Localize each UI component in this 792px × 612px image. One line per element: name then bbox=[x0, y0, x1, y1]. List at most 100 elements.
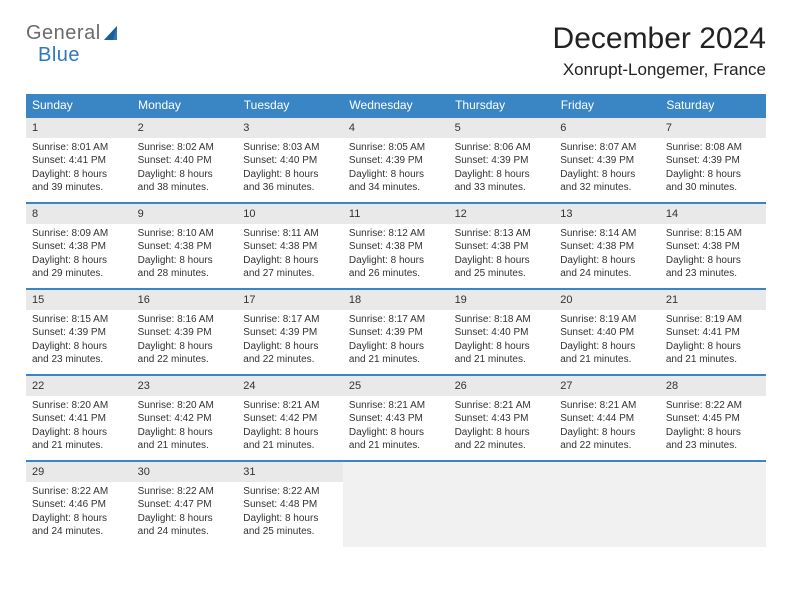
sunrise-text: Sunrise: 8:13 AM bbox=[455, 227, 549, 241]
sunrise-text: Sunrise: 8:15 AM bbox=[666, 227, 760, 241]
day-number: 17 bbox=[237, 290, 343, 310]
day-details: Sunrise: 8:11 AMSunset: 4:38 PMDaylight:… bbox=[237, 224, 343, 285]
day-details: Sunrise: 8:01 AMSunset: 4:41 PMDaylight:… bbox=[26, 138, 132, 199]
day-number: 22 bbox=[26, 376, 132, 396]
day-number: 10 bbox=[237, 204, 343, 224]
day-details: Sunrise: 8:13 AMSunset: 4:38 PMDaylight:… bbox=[449, 224, 555, 285]
day-number: 16 bbox=[132, 290, 238, 310]
daylight-text: Daylight: 8 hours and 25 minutes. bbox=[455, 254, 549, 281]
day-details: Sunrise: 8:19 AMSunset: 4:40 PMDaylight:… bbox=[554, 310, 660, 371]
day-details: Sunrise: 8:17 AMSunset: 4:39 PMDaylight:… bbox=[237, 310, 343, 371]
calendar-cell: 5Sunrise: 8:06 AMSunset: 4:39 PMDaylight… bbox=[449, 117, 555, 203]
day-number: 20 bbox=[554, 290, 660, 310]
sunset-text: Sunset: 4:39 PM bbox=[349, 154, 443, 168]
sunset-text: Sunset: 4:39 PM bbox=[138, 326, 232, 340]
daylight-text: Daylight: 8 hours and 22 minutes. bbox=[138, 340, 232, 367]
daylight-text: Daylight: 8 hours and 21 minutes. bbox=[138, 426, 232, 453]
calendar-cell: 3Sunrise: 8:03 AMSunset: 4:40 PMDaylight… bbox=[237, 117, 343, 203]
calendar-cell: 1Sunrise: 8:01 AMSunset: 4:41 PMDaylight… bbox=[26, 117, 132, 203]
daylight-text: Daylight: 8 hours and 25 minutes. bbox=[243, 512, 337, 539]
sunset-text: Sunset: 4:39 PM bbox=[32, 326, 126, 340]
day-details: Sunrise: 8:02 AMSunset: 4:40 PMDaylight:… bbox=[132, 138, 238, 199]
sunrise-text: Sunrise: 8:22 AM bbox=[666, 399, 760, 413]
calendar-cell: 7Sunrise: 8:08 AMSunset: 4:39 PMDaylight… bbox=[660, 117, 766, 203]
calendar-week-row: 22Sunrise: 8:20 AMSunset: 4:41 PMDayligh… bbox=[26, 375, 766, 461]
daylight-text: Daylight: 8 hours and 24 minutes. bbox=[138, 512, 232, 539]
sunset-text: Sunset: 4:47 PM bbox=[138, 498, 232, 512]
calendar-cell: 2Sunrise: 8:02 AMSunset: 4:40 PMDaylight… bbox=[132, 117, 238, 203]
sunset-text: Sunset: 4:42 PM bbox=[243, 412, 337, 426]
day-number: 7 bbox=[660, 118, 766, 138]
daylight-text: Daylight: 8 hours and 24 minutes. bbox=[32, 512, 126, 539]
sunset-text: Sunset: 4:38 PM bbox=[560, 240, 654, 254]
month-title: December 2024 bbox=[553, 22, 766, 56]
daylight-text: Daylight: 8 hours and 30 minutes. bbox=[666, 168, 760, 195]
day-details: Sunrise: 8:18 AMSunset: 4:40 PMDaylight:… bbox=[449, 310, 555, 371]
day-details: Sunrise: 8:16 AMSunset: 4:39 PMDaylight:… bbox=[132, 310, 238, 371]
calendar-cell-empty bbox=[449, 461, 555, 547]
calendar-cell: 30Sunrise: 8:22 AMSunset: 4:47 PMDayligh… bbox=[132, 461, 238, 547]
day-number: 29 bbox=[26, 462, 132, 482]
sunrise-text: Sunrise: 8:10 AM bbox=[138, 227, 232, 241]
calendar-cell: 9Sunrise: 8:10 AMSunset: 4:38 PMDaylight… bbox=[132, 203, 238, 289]
calendar-week-row: 8Sunrise: 8:09 AMSunset: 4:38 PMDaylight… bbox=[26, 203, 766, 289]
day-details: Sunrise: 8:21 AMSunset: 4:43 PMDaylight:… bbox=[449, 396, 555, 457]
daylight-text: Daylight: 8 hours and 24 minutes. bbox=[560, 254, 654, 281]
daylight-text: Daylight: 8 hours and 29 minutes. bbox=[32, 254, 126, 281]
sunset-text: Sunset: 4:41 PM bbox=[32, 154, 126, 168]
sunset-text: Sunset: 4:40 PM bbox=[455, 326, 549, 340]
sunrise-text: Sunrise: 8:03 AM bbox=[243, 141, 337, 155]
daylight-text: Daylight: 8 hours and 21 minutes. bbox=[455, 340, 549, 367]
day-details: Sunrise: 8:15 AMSunset: 4:38 PMDaylight:… bbox=[660, 224, 766, 285]
page-header: General December 2024 Xonrupt-Longemer, … bbox=[26, 22, 766, 80]
calendar-table: SundayMondayTuesdayWednesdayThursdayFrid… bbox=[26, 94, 766, 547]
daylight-text: Daylight: 8 hours and 23 minutes. bbox=[32, 340, 126, 367]
sunset-text: Sunset: 4:40 PM bbox=[560, 326, 654, 340]
day-details: Sunrise: 8:05 AMSunset: 4:39 PMDaylight:… bbox=[343, 138, 449, 199]
sunrise-text: Sunrise: 8:07 AM bbox=[560, 141, 654, 155]
daylight-text: Daylight: 8 hours and 21 minutes. bbox=[560, 340, 654, 367]
day-number: 15 bbox=[26, 290, 132, 310]
day-number: 14 bbox=[660, 204, 766, 224]
day-number: 28 bbox=[660, 376, 766, 396]
calendar-cell: 26Sunrise: 8:21 AMSunset: 4:43 PMDayligh… bbox=[449, 375, 555, 461]
calendar-cell: 10Sunrise: 8:11 AMSunset: 4:38 PMDayligh… bbox=[237, 203, 343, 289]
location-subtitle: Xonrupt-Longemer, France bbox=[553, 60, 766, 80]
day-details: Sunrise: 8:09 AMSunset: 4:38 PMDaylight:… bbox=[26, 224, 132, 285]
daylight-text: Daylight: 8 hours and 33 minutes. bbox=[455, 168, 549, 195]
day-number: 6 bbox=[554, 118, 660, 138]
day-number: 26 bbox=[449, 376, 555, 396]
sunset-text: Sunset: 4:46 PM bbox=[32, 498, 126, 512]
calendar-week-row: 29Sunrise: 8:22 AMSunset: 4:46 PMDayligh… bbox=[26, 461, 766, 547]
calendar-cell: 28Sunrise: 8:22 AMSunset: 4:45 PMDayligh… bbox=[660, 375, 766, 461]
calendar-week-row: 15Sunrise: 8:15 AMSunset: 4:39 PMDayligh… bbox=[26, 289, 766, 375]
calendar-cell: 4Sunrise: 8:05 AMSunset: 4:39 PMDaylight… bbox=[343, 117, 449, 203]
sunrise-text: Sunrise: 8:18 AM bbox=[455, 313, 549, 327]
calendar-week-row: 1Sunrise: 8:01 AMSunset: 4:41 PMDaylight… bbox=[26, 117, 766, 203]
sunrise-text: Sunrise: 8:06 AM bbox=[455, 141, 549, 155]
calendar-cell: 18Sunrise: 8:17 AMSunset: 4:39 PMDayligh… bbox=[343, 289, 449, 375]
weekday-header: Friday bbox=[554, 94, 660, 117]
day-number: 9 bbox=[132, 204, 238, 224]
sunset-text: Sunset: 4:40 PM bbox=[138, 154, 232, 168]
day-number: 24 bbox=[237, 376, 343, 396]
daylight-text: Daylight: 8 hours and 28 minutes. bbox=[138, 254, 232, 281]
logo-text-1: General bbox=[26, 22, 101, 45]
daylight-text: Daylight: 8 hours and 22 minutes. bbox=[243, 340, 337, 367]
sunrise-text: Sunrise: 8:22 AM bbox=[138, 485, 232, 499]
day-details: Sunrise: 8:21 AMSunset: 4:43 PMDaylight:… bbox=[343, 396, 449, 457]
sunset-text: Sunset: 4:39 PM bbox=[243, 326, 337, 340]
day-details: Sunrise: 8:15 AMSunset: 4:39 PMDaylight:… bbox=[26, 310, 132, 371]
sunrise-text: Sunrise: 8:21 AM bbox=[243, 399, 337, 413]
day-details: Sunrise: 8:19 AMSunset: 4:41 PMDaylight:… bbox=[660, 310, 766, 371]
day-details: Sunrise: 8:07 AMSunset: 4:39 PMDaylight:… bbox=[554, 138, 660, 199]
day-details: Sunrise: 8:22 AMSunset: 4:46 PMDaylight:… bbox=[26, 482, 132, 543]
day-details: Sunrise: 8:20 AMSunset: 4:41 PMDaylight:… bbox=[26, 396, 132, 457]
calendar-cell: 15Sunrise: 8:15 AMSunset: 4:39 PMDayligh… bbox=[26, 289, 132, 375]
sunrise-text: Sunrise: 8:17 AM bbox=[243, 313, 337, 327]
sunrise-text: Sunrise: 8:22 AM bbox=[243, 485, 337, 499]
day-details: Sunrise: 8:12 AMSunset: 4:38 PMDaylight:… bbox=[343, 224, 449, 285]
day-number: 31 bbox=[237, 462, 343, 482]
sunset-text: Sunset: 4:41 PM bbox=[32, 412, 126, 426]
sunrise-text: Sunrise: 8:19 AM bbox=[666, 313, 760, 327]
